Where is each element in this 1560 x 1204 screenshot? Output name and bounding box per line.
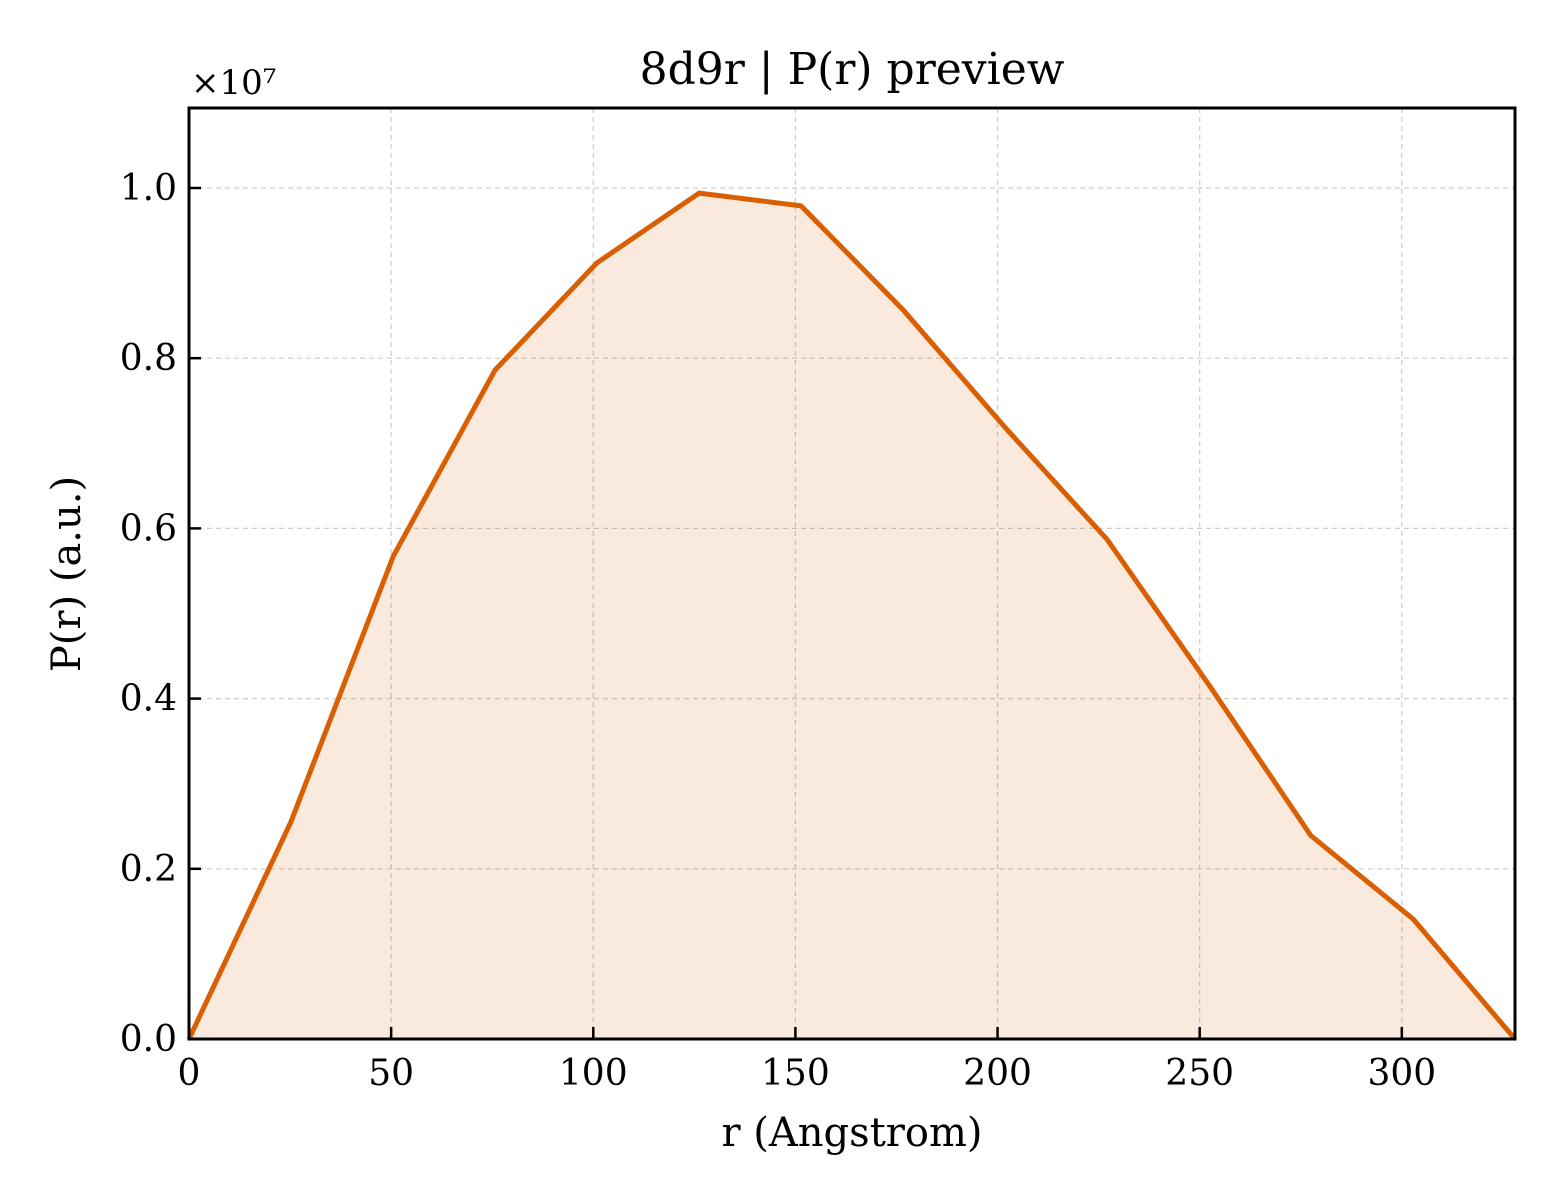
y-tick-label: 0.2: [120, 849, 177, 890]
chart-title: 8d9r | P(r) preview: [640, 44, 1065, 95]
x-tick-label: 100: [559, 1053, 628, 1094]
series-line: [186, 190, 1517, 1041]
y-axis-ticks: 0.0 0.2 0.4 0.6 0.8 1.0: [120, 168, 201, 1060]
y-tick-label: 0.4: [120, 679, 177, 720]
x-tick-label: 300: [1367, 1053, 1436, 1094]
data-point: [799, 203, 804, 208]
plot-frame: [187, 106, 1517, 1041]
y-axis-offset-label: ×10⁷: [191, 63, 276, 103]
area-fill-layer: [189, 193, 1515, 1040]
x-axis-label: r (Angstrom): [721, 1110, 982, 1156]
x-tick-label: 0: [178, 1053, 201, 1094]
data-point: [594, 260, 599, 265]
series-line-layer: [186, 190, 1517, 1041]
x-tick-label: 200: [963, 1053, 1032, 1094]
data-point: [1411, 917, 1416, 922]
data-point: [391, 554, 396, 559]
data-point: [1105, 537, 1110, 542]
y-tick-label: 0.8: [120, 338, 177, 379]
data-point: [1308, 833, 1313, 838]
x-tick-label: 250: [1165, 1053, 1234, 1094]
data-point: [900, 307, 905, 312]
data-point: [288, 819, 293, 824]
series-area-fill: [189, 193, 1515, 1040]
y-tick-label: 1.0: [120, 168, 177, 209]
data-point: [1206, 682, 1211, 687]
x-tick-label: 50: [368, 1053, 414, 1094]
y-axis-label: P(r) (a.u.): [44, 476, 90, 672]
x-axis-ticks: 0 50 100 150 200 250 300: [178, 1027, 1436, 1094]
y-tick-label: 0.6: [120, 508, 177, 549]
x-tick-label: 150: [761, 1053, 830, 1094]
y-tick-label: 0.0: [120, 1019, 177, 1060]
data-point: [697, 191, 702, 196]
data-point: [493, 368, 498, 373]
data-point: [1002, 425, 1007, 430]
